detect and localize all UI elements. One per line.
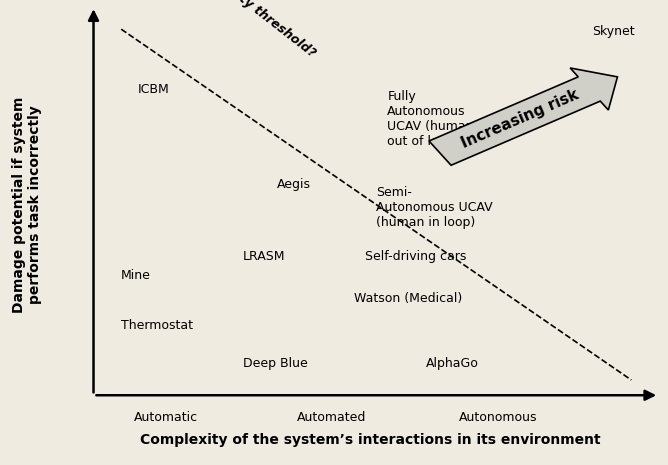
Text: Watson (Medical): Watson (Medical) [354,292,462,306]
Text: Automated: Automated [297,411,367,424]
Text: Fully
Autonomous
UCAV (human
out of loop): Fully Autonomous UCAV (human out of loop… [387,90,474,148]
Text: Self-driving cars: Self-driving cars [365,250,466,263]
Text: Thermostat: Thermostat [122,319,193,332]
Text: LRASM: LRASM [243,250,286,263]
Text: Automatic: Automatic [134,411,198,424]
Text: Damage potential if system
performs task incorrectly: Damage potential if system performs task… [12,96,42,313]
FancyArrow shape [429,68,617,165]
Text: ICBM: ICBM [138,83,170,96]
Text: AlphaGo: AlphaGo [426,357,479,370]
Text: Semi-
Autonomous UCAV
(human in loop): Semi- Autonomous UCAV (human in loop) [376,186,493,228]
Text: Skynet: Skynet [593,26,635,39]
Text: Mine: Mine [122,269,151,282]
Text: Increasing risk: Increasing risk [459,87,581,151]
Text: Complexity of the system’s interactions in its environment: Complexity of the system’s interactions … [140,433,601,447]
Text: Aegis: Aegis [277,178,311,191]
Text: Autonomous: Autonomous [459,411,538,424]
Text: Risk acceptability threshold?: Risk acceptability threshold? [149,0,318,60]
Text: Deep Blue: Deep Blue [243,357,308,370]
